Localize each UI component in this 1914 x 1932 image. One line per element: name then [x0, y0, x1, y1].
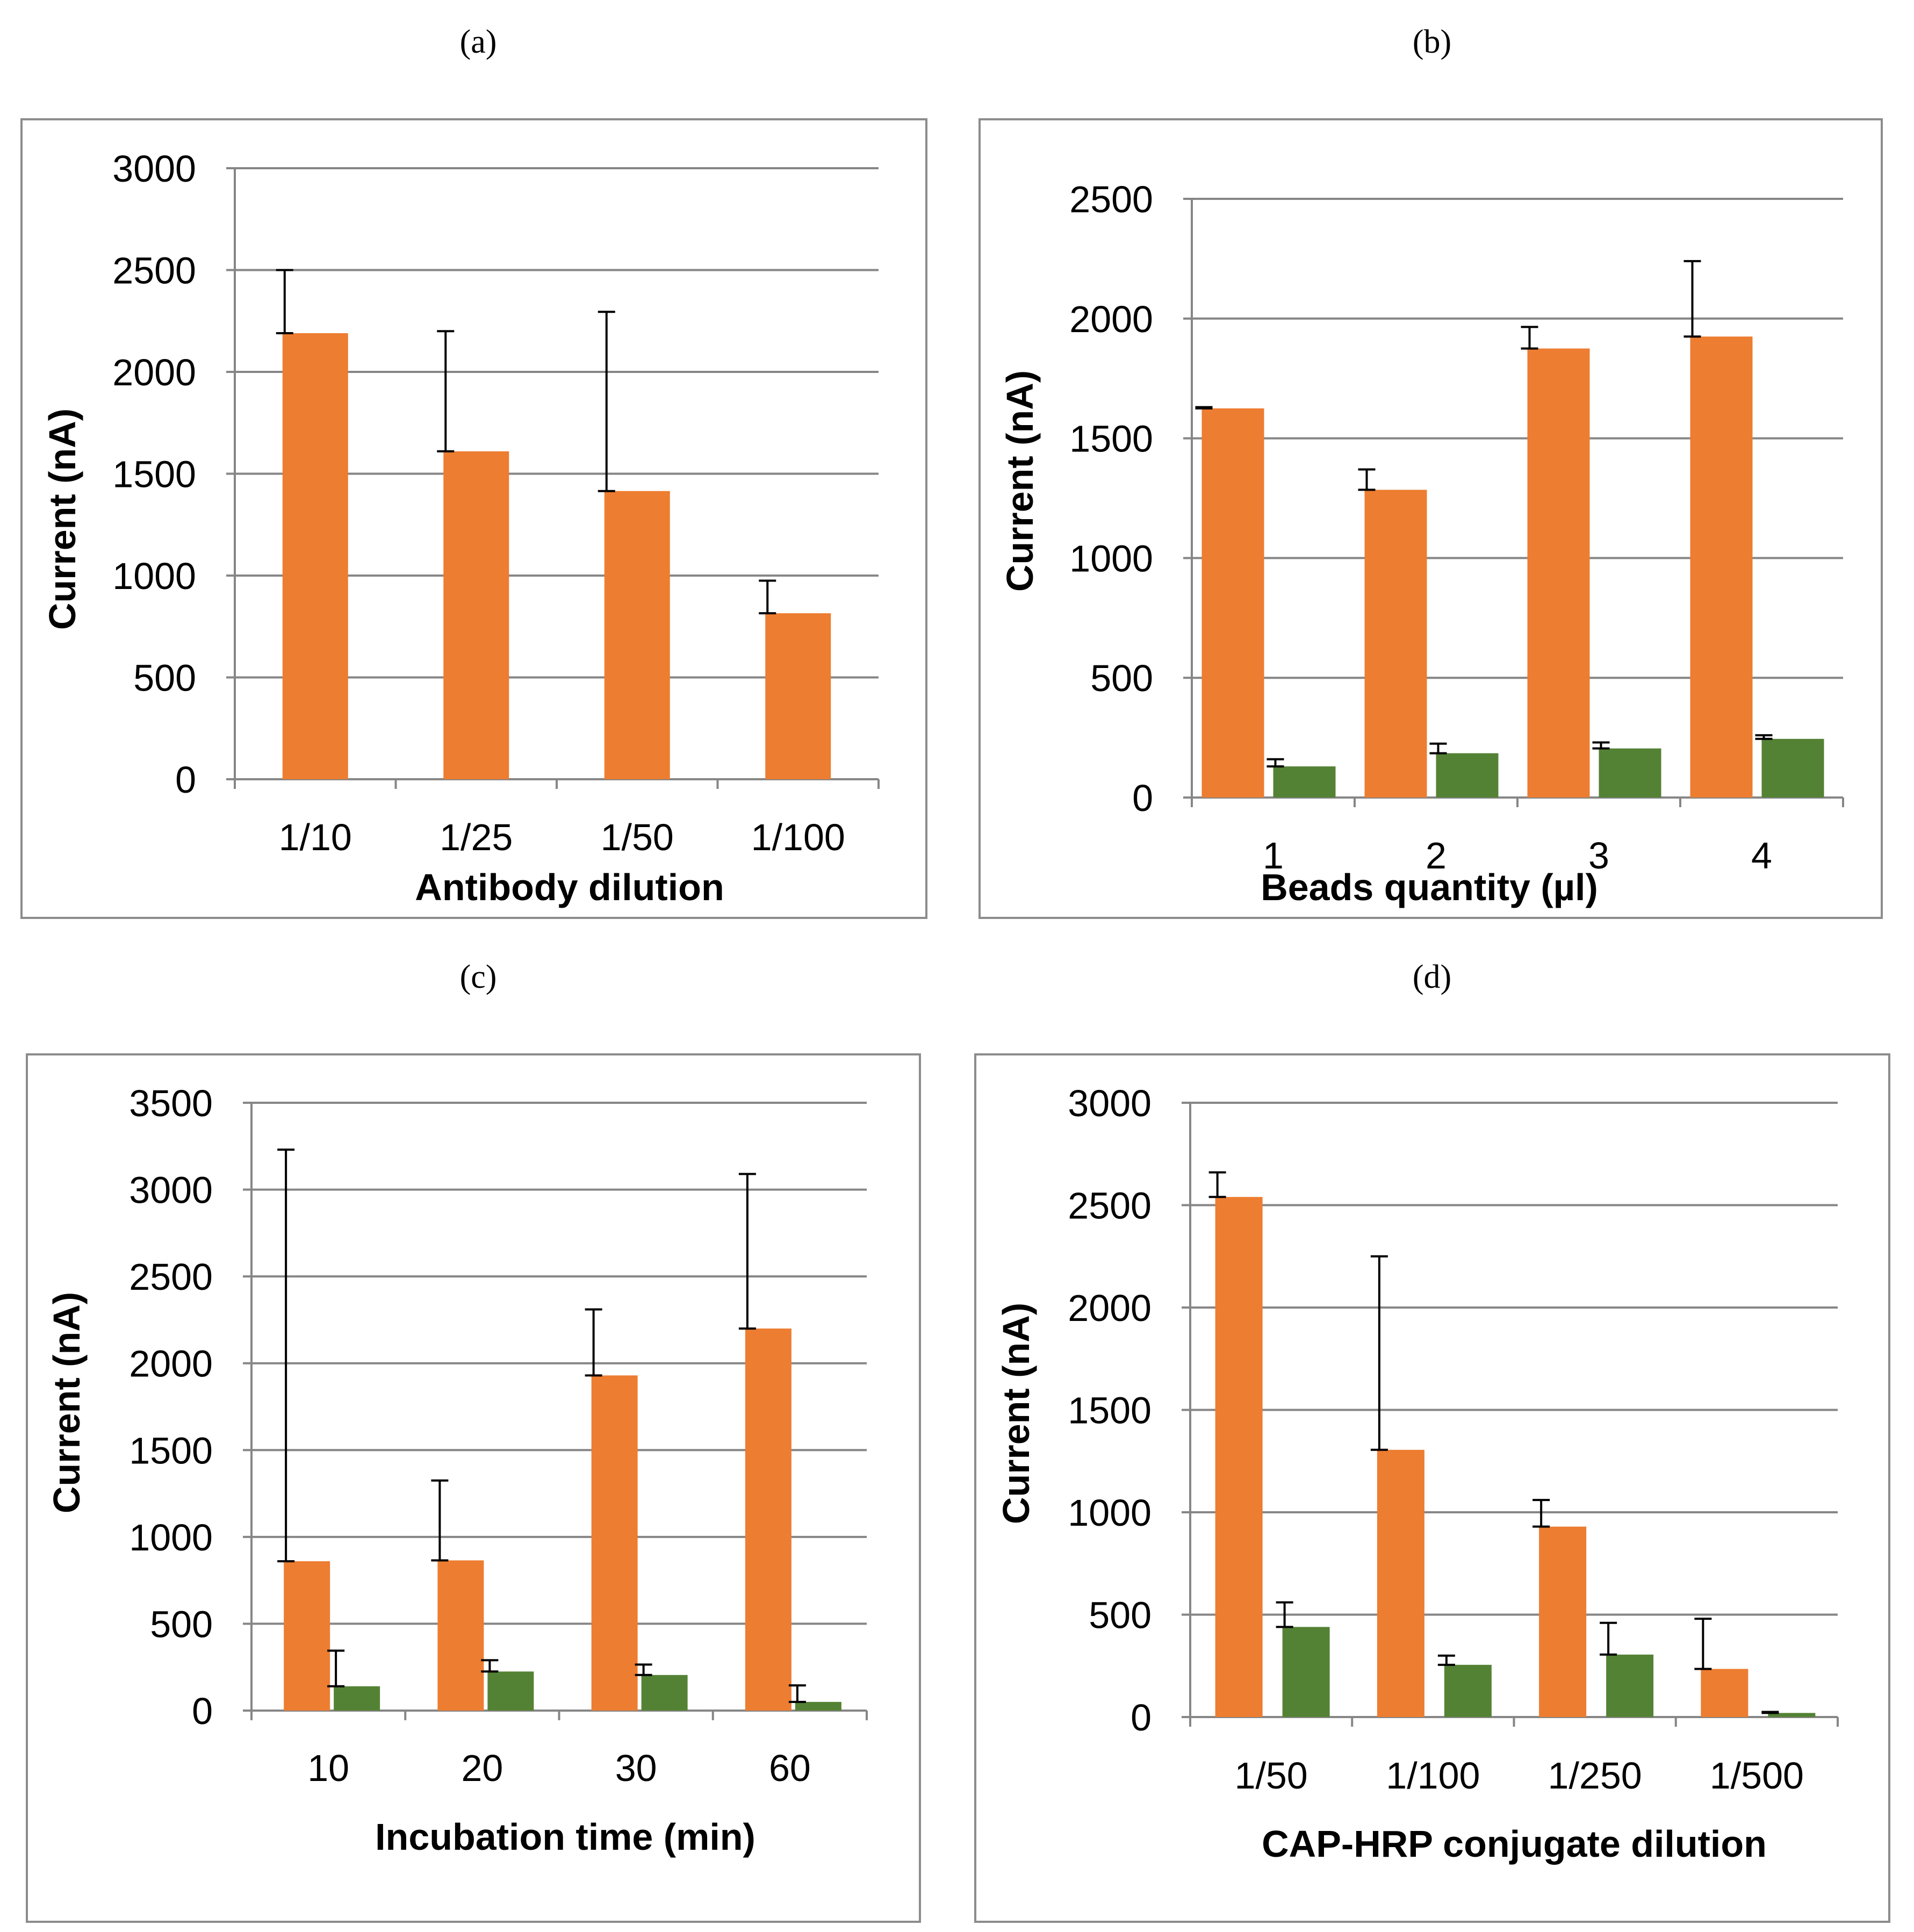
bar-green-1/50 [1282, 1627, 1330, 1717]
panel-b-x-axis-title: Beads quantity (µl) [1261, 866, 1598, 908]
y-tick-label: 1000 [1068, 1492, 1152, 1534]
bar-orange-4 [1690, 336, 1753, 798]
y-tick-label: 1500 [1069, 418, 1153, 460]
bar-orange-2 [1364, 490, 1427, 798]
y-tick-label: 3000 [112, 148, 196, 190]
y-tick-label: 0 [1132, 777, 1153, 819]
y-tick-label: 0 [1131, 1697, 1152, 1739]
panel-d-label: (d) [1413, 959, 1451, 995]
bar-green-1/500 [1768, 1713, 1816, 1717]
y-tick-label: 2000 [1068, 1287, 1152, 1329]
panel-d-x-axis-title: CAP-HRP conjugate dilution [1262, 1823, 1767, 1865]
bar-green-60 [795, 1701, 841, 1711]
bar-orange-20 [437, 1560, 484, 1711]
panel-d-plot: 0 500 1000 1500 2000 2500 3000 1/50 1/100 1/250 1/… [1068, 1082, 1839, 1797]
bar-orange-30 [591, 1375, 638, 1711]
bar-orange-1 [1201, 408, 1264, 798]
bar-orange-1/10 [282, 333, 348, 779]
y-tick-label: 3500 [129, 1082, 213, 1124]
bar-orange-60 [745, 1328, 791, 1711]
y-tick-label: 500 [1089, 1595, 1152, 1636]
y-tick-label: 0 [175, 759, 196, 801]
bar-green-3 [1599, 748, 1661, 798]
bar-orange-1/50 [604, 491, 670, 779]
y-tick-label: 500 [1090, 657, 1153, 699]
bar-orange-1/100 [1377, 1449, 1424, 1717]
x-tick-label: 1/500 [1710, 1755, 1804, 1797]
bar-green-4 [1761, 738, 1824, 798]
y-tick-label: 1000 [1069, 537, 1153, 579]
panel-b-plot: 0 500 1000 1500 2000 2500 1 2 3 4 [1069, 178, 1844, 877]
x-tick-label: 20 [461, 1747, 503, 1789]
x-tick-label: 1 [1263, 835, 1284, 877]
panel-c-label: (c) [460, 959, 497, 995]
x-tick-label: 10 [307, 1747, 349, 1789]
panel-c-plot: 0 500 1000 1500 2000 2500 3000 3500 10 20 30 60 [129, 1082, 868, 1789]
panel-d-y-axis-title: Current (nA) [995, 1303, 1037, 1524]
bar-green-30 [641, 1675, 688, 1711]
y-tick-label: 2500 [1069, 178, 1153, 220]
bar-green-20 [487, 1671, 534, 1711]
y-tick-label: 2500 [1068, 1185, 1152, 1227]
panel-d: (d) 0 500 1000 1500 2000 2500 3000 1/50 1/100 1/2… [974, 959, 1890, 1923]
y-tick-label: 2000 [129, 1343, 213, 1385]
bar-orange-1/25 [443, 451, 509, 779]
panel-a-plot: 0 500 1000 1500 2000 2500 3000 1/10 1/25 1/50 1/10… [112, 148, 880, 858]
bar-orange-3 [1527, 348, 1590, 798]
panel-b-y-axis-title: Current (nA) [999, 370, 1041, 592]
bar-orange-1/250 [1539, 1526, 1587, 1717]
x-tick-label: 1/50 [601, 816, 674, 858]
y-tick-label: 1000 [129, 1517, 213, 1558]
bar-orange-1/100 [765, 613, 831, 779]
y-tick-label: 1500 [112, 454, 196, 495]
panel-b: (b) 0 500 1000 1500 2000 2500 1 2 3 4 Beads quant… [978, 24, 1883, 919]
x-tick-label: 1/250 [1548, 1755, 1642, 1797]
panel-b-label: (b) [1413, 24, 1451, 60]
bar-green-1 [1273, 766, 1336, 798]
bar-orange-10 [284, 1561, 330, 1711]
x-tick-label: 2 [1426, 835, 1447, 877]
panel-c-x-axis-title: Incubation time (min) [375, 1816, 755, 1858]
panel-a: (a) 0 500 1000 1500 2000 2500 3000 1/10 1/25 1/50… [20, 24, 927, 919]
y-tick-label: 1000 [112, 555, 196, 597]
bar-green-2 [1436, 753, 1499, 798]
x-tick-label: 60 [769, 1747, 811, 1789]
panel-c-y-axis-title: Current (nA) [46, 1292, 88, 1513]
x-tick-label: 4 [1751, 835, 1772, 877]
y-tick-label: 3000 [129, 1169, 213, 1211]
panel-a-label: (a) [460, 24, 497, 60]
y-tick-label: 0 [192, 1690, 213, 1732]
y-tick-label: 2500 [112, 250, 196, 292]
bar-orange-1/50 [1215, 1197, 1263, 1717]
x-tick-label: 1/50 [1235, 1755, 1308, 1797]
panel-d-frame [974, 1053, 1890, 1923]
y-tick-label: 2000 [112, 351, 196, 393]
x-tick-label: 1/10 [279, 816, 352, 858]
bar-orange-1/500 [1701, 1669, 1748, 1717]
bar-green-1/100 [1444, 1664, 1492, 1717]
panel-a-x-axis-title: Antibody dilution [415, 866, 724, 908]
panel-a-y-axis-title: Current (nA) [41, 408, 83, 630]
y-tick-label: 500 [133, 657, 196, 699]
x-tick-label: 3 [1588, 835, 1609, 877]
y-tick-label: 1500 [1068, 1390, 1152, 1432]
y-tick-label: 2000 [1069, 298, 1153, 340]
panel-c: (c) 0 500 1000 1500 2000 2500 3000 3500 10 20 30 60… [26, 959, 921, 1923]
x-tick-label: 1/25 [440, 816, 513, 858]
x-tick-label: 30 [615, 1747, 657, 1789]
y-tick-label: 2500 [129, 1256, 213, 1298]
bar-green-1/250 [1606, 1654, 1654, 1717]
x-tick-label: 1/100 [751, 816, 845, 858]
y-tick-label: 500 [150, 1603, 213, 1645]
x-tick-label: 1/100 [1386, 1755, 1480, 1797]
y-tick-label: 1500 [129, 1430, 213, 1471]
y-tick-label: 3000 [1068, 1082, 1152, 1124]
bar-green-10 [334, 1686, 380, 1711]
